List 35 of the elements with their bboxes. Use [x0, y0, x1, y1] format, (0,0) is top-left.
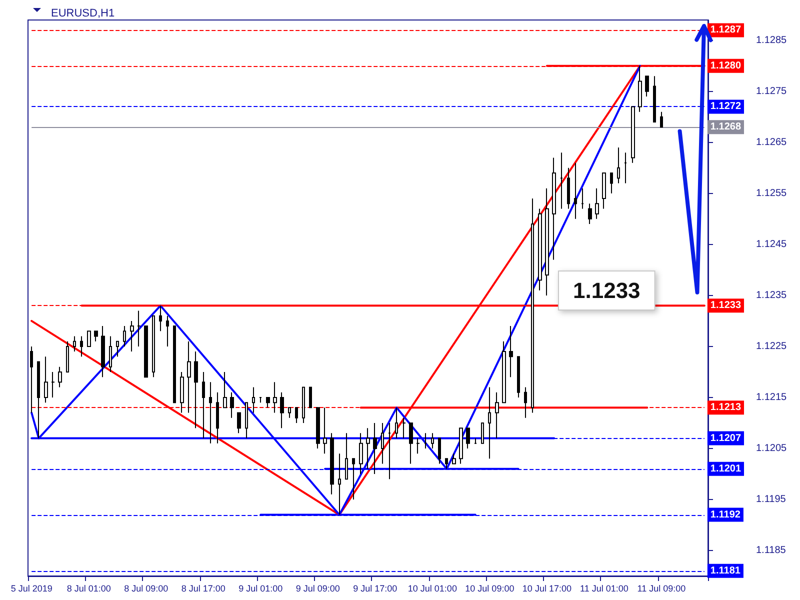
- y-tick-label: 1.1255: [756, 188, 788, 199]
- chart-title: EURUSD,H1: [51, 8, 115, 20]
- x-tick-label: 10 Jul 01:00: [408, 584, 457, 594]
- y-tick-label: 1.1265: [756, 136, 788, 148]
- annotation: 1.1233: [573, 278, 640, 303]
- ref-line-label: 1.1207: [710, 432, 742, 444]
- x-tick-label: 8 Jul 17:00: [181, 584, 226, 594]
- y-tick-label: 1.1215: [756, 392, 788, 403]
- x-tick-label: 11 Jul 09:00: [637, 584, 686, 594]
- y-tick-label: 1.1235: [756, 290, 788, 301]
- ref-line-label: 1.1272: [710, 101, 742, 112]
- y-tick-label: 1.1205: [756, 442, 788, 454]
- ref-line-label: 1.1268: [710, 122, 742, 133]
- ref-line-label: 1.1213: [710, 402, 742, 414]
- ref-line-label: 1.1280: [710, 60, 742, 72]
- x-tick-label: 8 Jul 01:00: [66, 584, 111, 594]
- y-tick-label: 1.1195: [756, 494, 786, 505]
- y-tick-label: 1.1185: [756, 544, 786, 556]
- y-tick-label: 1.1225: [756, 340, 788, 352]
- x-tick-label: 9 Jul 01:00: [238, 584, 283, 594]
- x-tick-label: 9 Jul 09:00: [296, 584, 340, 594]
- x-tick-label: 11 Jul 01:00: [580, 584, 628, 594]
- x-tick-label: 8 Jul 09:00: [124, 584, 168, 594]
- ref-line-label: 1.1201: [710, 463, 742, 474]
- x-tick-label: 10 Jul 17:00: [522, 584, 572, 594]
- ref-line-label: 1.1192: [710, 509, 741, 520]
- ref-line-label: 1.1287: [710, 24, 742, 36]
- x-tick-label: 9 Jul 17:00: [353, 584, 398, 594]
- ref-line-label: 1.1181: [710, 565, 741, 576]
- x-tick-label: 10 Jul 09:00: [465, 584, 514, 594]
- y-tick-label: 1.1285: [756, 34, 788, 46]
- ref-line-label: 1.1233: [710, 300, 742, 312]
- x-tick-label: 5 Jul 2019: [10, 584, 52, 594]
- y-tick-label: 1.1245: [756, 238, 788, 250]
- y-tick-label: 1.1275: [756, 86, 788, 97]
